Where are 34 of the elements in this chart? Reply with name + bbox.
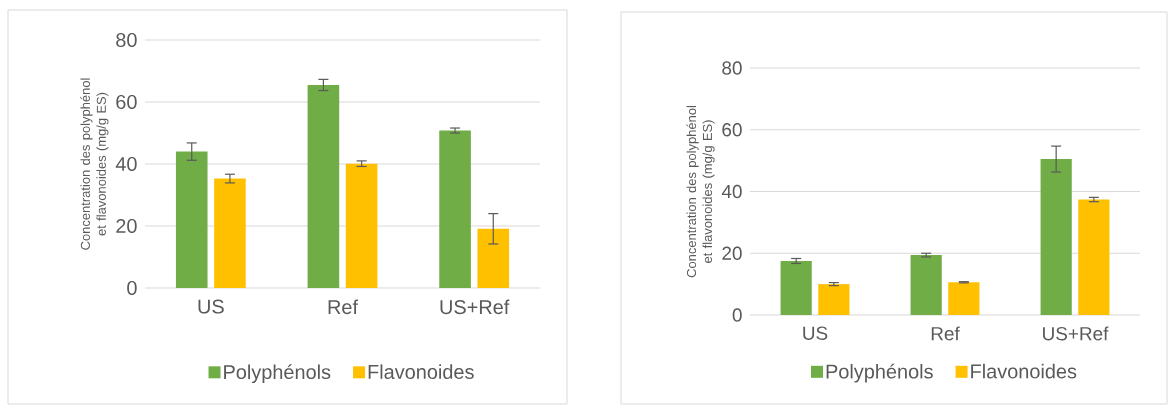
bar [477,228,510,288]
bar [780,260,812,315]
y-tick-label: 60 [722,123,742,137]
legend-label: Flavonoides [971,363,1077,379]
y-tick-label: 40 [721,184,742,199]
y-tick-label: 40 [115,156,137,172]
x-tick-label: Ref [931,326,960,341]
bar [439,130,471,288]
x-tick-label: US+Ref [440,299,510,315]
x-tick-label: US [198,299,224,314]
legend-label: Polyphénols [224,364,331,384]
legend-label: Flavonoides [368,364,474,379]
bar [175,151,208,288]
bar [214,178,246,288]
x-tick-label: US+Ref [1043,326,1109,341]
y-tick-label: 80 [722,61,742,75]
bar [307,84,340,288]
x-tick-label: Ref [328,299,359,315]
legend-label: Polyphénols [826,363,933,383]
bar [818,284,850,315]
y-tick-label: 0 [732,308,742,322]
bar [1040,159,1072,315]
y-tick-label: 0 [127,280,137,296]
y-tick-label: 20 [722,246,742,260]
y-axis-title: Concentration des polyphénol et flavonoides (mg/g ES) [80,78,109,250]
y-tick-label: 80 [116,32,137,48]
x-tick-label: US [803,326,828,340]
bar [345,163,378,288]
y-tick-label: 60 [116,94,137,110]
bar [910,255,942,315]
y-tick-label: 20 [116,218,137,234]
y-axis-title: Concentration des polyphénol et flavonoides (mg/g ES) [686,106,715,278]
bar [1078,199,1110,315]
bar [948,282,980,315]
